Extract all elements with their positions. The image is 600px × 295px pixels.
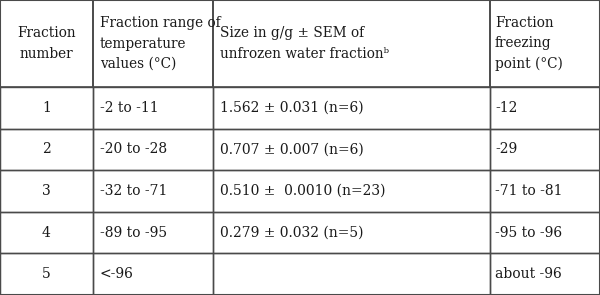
- Bar: [0, 212, 93, 253]
- Text: Size in g/g ± SEM of
unfrozen water fractionᵇ: Size in g/g ± SEM of unfrozen water frac…: [220, 26, 389, 61]
- Bar: [93, 87, 213, 129]
- Text: 1: 1: [42, 101, 51, 115]
- Bar: [213, 87, 490, 129]
- Text: -32 to -71: -32 to -71: [100, 184, 167, 198]
- Bar: [213, 170, 490, 212]
- Bar: [213, 212, 490, 253]
- Bar: [490, 170, 600, 212]
- Text: -95 to -96: -95 to -96: [495, 226, 562, 240]
- Text: 2: 2: [42, 142, 51, 156]
- Text: -2 to -11: -2 to -11: [100, 101, 158, 115]
- Bar: [93, 129, 213, 170]
- Bar: [0, 253, 93, 295]
- Text: <-96: <-96: [100, 267, 133, 281]
- Text: 4: 4: [42, 226, 51, 240]
- Bar: [213, 253, 490, 295]
- Bar: [93, 0, 213, 87]
- Text: 0.707 ± 0.007 (n=6): 0.707 ± 0.007 (n=6): [220, 142, 364, 156]
- Text: Fraction
freezing
point (°C): Fraction freezing point (°C): [495, 16, 563, 71]
- Text: 3: 3: [42, 184, 51, 198]
- Text: 0.279 ± 0.032 (n=5): 0.279 ± 0.032 (n=5): [220, 226, 364, 240]
- Bar: [0, 170, 93, 212]
- Bar: [490, 0, 600, 87]
- Text: -89 to -95: -89 to -95: [100, 226, 167, 240]
- Bar: [93, 170, 213, 212]
- Text: about -96: about -96: [495, 267, 562, 281]
- Bar: [213, 129, 490, 170]
- Bar: [490, 129, 600, 170]
- Bar: [0, 87, 93, 129]
- Bar: [0, 0, 93, 87]
- Text: 0.510 ±  0.0010 (n=23): 0.510 ± 0.0010 (n=23): [220, 184, 385, 198]
- Text: -71 to -81: -71 to -81: [495, 184, 562, 198]
- Text: 1.562 ± 0.031 (n=6): 1.562 ± 0.031 (n=6): [220, 101, 364, 115]
- Text: -29: -29: [495, 142, 517, 156]
- Text: 5: 5: [42, 267, 51, 281]
- Bar: [93, 212, 213, 253]
- Bar: [93, 253, 213, 295]
- Bar: [213, 0, 490, 87]
- Text: -12: -12: [495, 101, 517, 115]
- Bar: [490, 253, 600, 295]
- Bar: [490, 87, 600, 129]
- Bar: [490, 212, 600, 253]
- Text: -20 to -28: -20 to -28: [100, 142, 167, 156]
- Text: Fraction range of
temperature
values (°C): Fraction range of temperature values (°C…: [100, 16, 220, 71]
- Text: Fraction
number: Fraction number: [17, 26, 76, 61]
- Bar: [0, 129, 93, 170]
